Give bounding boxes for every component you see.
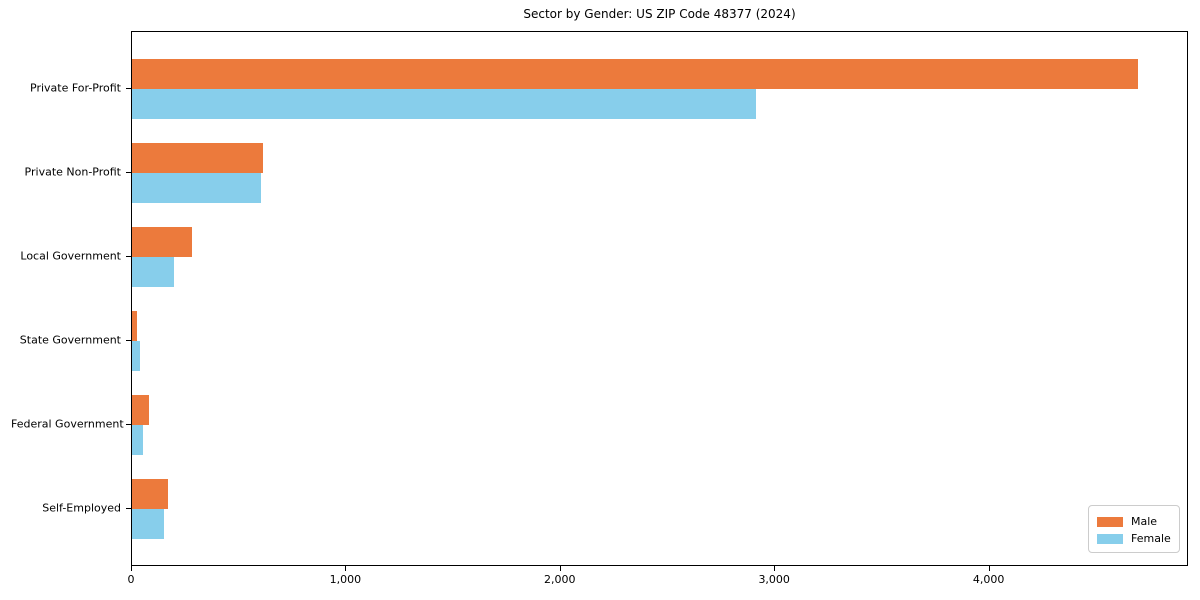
- x-tick-mark: [345, 566, 347, 571]
- legend-label-male: Male: [1131, 515, 1158, 528]
- bar-male-local-government: [132, 227, 192, 257]
- y-tick-mark: [126, 508, 131, 509]
- x-tick-mark: [988, 566, 990, 571]
- y-tick-mark: [126, 172, 131, 173]
- x-tick-mark: [131, 566, 132, 571]
- y-tick-mark: [126, 256, 131, 257]
- y-tick-label-local-government: Local Government: [20, 249, 121, 263]
- bar-female-local-government: [132, 257, 174, 287]
- y-tick-label-state-government: State Government: [19, 333, 121, 347]
- y-tick-label-self-employed: Self-Employed: [42, 501, 121, 515]
- legend-swatch-female: [1097, 533, 1123, 544]
- legend-row-female: Female: [1097, 530, 1179, 547]
- x-tick-label-4-000: 4,000: [972, 573, 1005, 586]
- x-tick-label-1-000: 1,000: [329, 573, 362, 586]
- bar-female-federal-government: [132, 425, 143, 455]
- x-tick-label-0: 0: [127, 573, 135, 586]
- legend-row-male: Male: [1097, 513, 1179, 530]
- y-tick-mark: [126, 88, 131, 89]
- bar-male-state-government: [132, 311, 138, 341]
- bar-male-federal-government: [132, 395, 150, 425]
- y-tick-label-private-non-profit: Private Non-Profit: [24, 165, 121, 179]
- x-tick-mark: [774, 566, 776, 571]
- y-tick-label-federal-government: Federal Government: [11, 417, 124, 431]
- y-tick-mark: [126, 424, 131, 425]
- bar-female-state-government: [132, 341, 140, 371]
- plot-area: [131, 31, 1188, 566]
- y-tick-mark: [126, 340, 131, 341]
- chart-title: Sector by Gender: US ZIP Code 48377 (202…: [523, 7, 796, 21]
- x-tick-label-2-000: 2,000: [544, 573, 576, 586]
- bar-female-private-for-profit: [132, 89, 756, 119]
- bar-female-self-employed: [132, 509, 165, 539]
- bar-male-private-non-profit: [132, 143, 263, 173]
- legend: Male Female: [1088, 505, 1180, 553]
- bar-male-private-for-profit: [132, 59, 1138, 89]
- x-tick-mark: [559, 566, 561, 571]
- x-tick-label-3-000: 3,000: [758, 573, 790, 586]
- y-tick-label-private-for-profit: Private For-Profit: [30, 81, 121, 95]
- legend-label-female: Female: [1131, 532, 1171, 545]
- legend-swatch-male: [1097, 516, 1123, 527]
- bar-female-private-non-profit: [132, 173, 261, 203]
- bar-male-self-employed: [132, 479, 169, 509]
